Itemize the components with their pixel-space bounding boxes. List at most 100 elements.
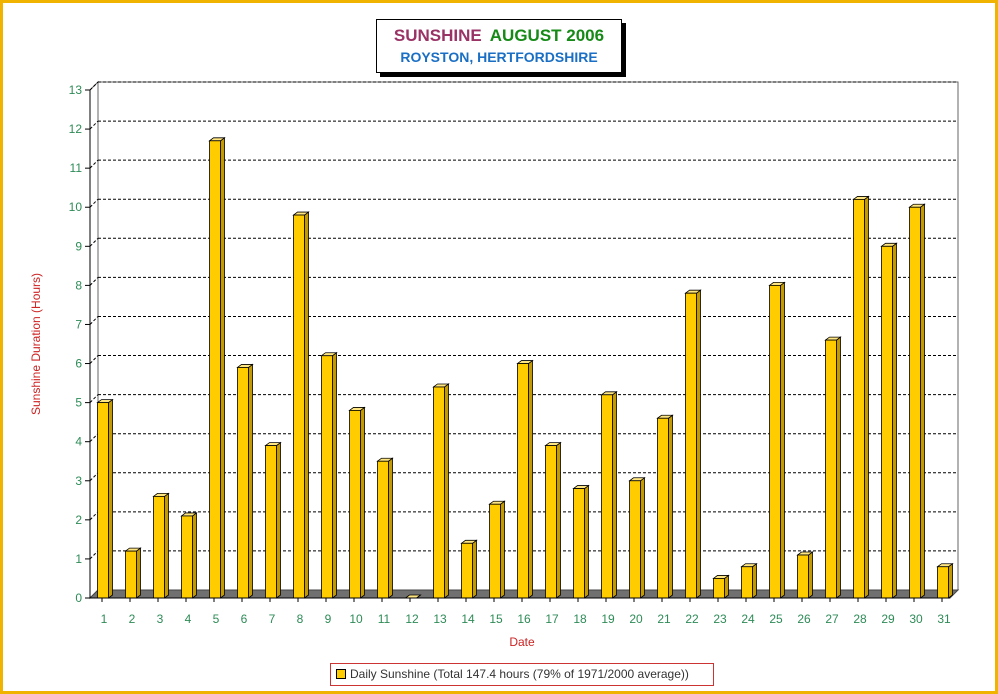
bar-side xyxy=(612,390,617,599)
bar-front xyxy=(685,292,697,599)
bar-day-31 xyxy=(936,562,954,599)
bar-day-7 xyxy=(264,441,282,599)
bar-day-30 xyxy=(908,203,926,599)
bar-day-28 xyxy=(852,195,870,599)
y-tick-label: 9 xyxy=(75,239,82,253)
bar-front xyxy=(769,284,781,599)
bar-side xyxy=(752,562,757,599)
bar-side xyxy=(724,574,729,599)
bar-side xyxy=(808,551,813,599)
x-tick-label: 13 xyxy=(433,612,447,626)
chart-title-sunshine: SUNSHINE xyxy=(393,26,482,45)
bar-front xyxy=(97,402,109,599)
bar-front xyxy=(545,445,557,599)
x-tick-label: 12 xyxy=(405,612,419,626)
bar-side xyxy=(864,195,869,599)
bar-side xyxy=(584,484,589,599)
gridline-side xyxy=(89,511,99,521)
bar-front xyxy=(153,495,165,599)
bar-front xyxy=(937,566,949,599)
y-tick-label: 7 xyxy=(75,317,82,331)
gridline-side xyxy=(89,198,99,208)
x-tick-label: 14 xyxy=(461,612,475,626)
legend: Daily Sunshine (Total 147.4 hours (79% o… xyxy=(330,663,714,686)
bar-side xyxy=(696,289,701,599)
bar-front xyxy=(433,386,445,599)
x-tick-label: 24 xyxy=(741,612,755,626)
bar-front xyxy=(181,515,193,599)
bar-front xyxy=(629,480,641,599)
bar-front xyxy=(293,214,305,599)
bar-day-3 xyxy=(152,492,170,599)
x-tick-label: 28 xyxy=(853,612,867,626)
y-tick-label: 10 xyxy=(69,200,83,214)
bar-side xyxy=(220,137,225,599)
x-tick-label: 18 xyxy=(573,612,587,626)
bar-front xyxy=(573,488,585,599)
bar-side xyxy=(332,351,337,599)
x-tick-label: 29 xyxy=(881,612,895,626)
legend-label: Daily Sunshine (Total 147.4 hours (79% o… xyxy=(350,667,689,681)
x-axis-label: Date xyxy=(509,635,535,649)
bar-day-14 xyxy=(460,539,478,599)
bar-front xyxy=(881,245,893,599)
bar-front xyxy=(209,140,221,599)
y-tick-label: 6 xyxy=(75,357,82,371)
x-tick-label: 7 xyxy=(269,612,276,626)
bar-side xyxy=(920,203,925,599)
chart-title-box: SUNSHINE AUGUST 2006 ROYSTON, HERTFORDSHI… xyxy=(376,19,622,73)
bar-day-19 xyxy=(600,390,618,599)
gridline-side xyxy=(89,550,99,560)
bar-day-1 xyxy=(96,398,114,599)
bar-front xyxy=(713,578,725,599)
bar-day-21 xyxy=(656,414,674,599)
bar-side xyxy=(556,441,561,599)
bar-day-24 xyxy=(740,562,758,599)
gridline-side xyxy=(89,120,99,130)
bar-day-18 xyxy=(572,484,590,599)
bar-day-11 xyxy=(376,457,394,599)
bar-front xyxy=(825,339,837,599)
gridline-side xyxy=(89,394,99,403)
x-tick-label: 4 xyxy=(185,612,192,626)
bar-front xyxy=(125,550,137,599)
bar-day-16 xyxy=(516,359,534,599)
bar-side xyxy=(248,363,253,599)
bar-front xyxy=(853,199,865,599)
bar-day-13 xyxy=(432,383,450,599)
bar-front xyxy=(517,363,529,599)
x-tick-label: 15 xyxy=(489,612,503,626)
bar-side xyxy=(360,406,365,599)
bar-day-2 xyxy=(124,547,142,599)
x-tick-label: 1 xyxy=(101,612,108,626)
bar-day-9 xyxy=(320,351,338,599)
x-tick-label: 27 xyxy=(825,612,839,626)
bar-side xyxy=(948,562,953,599)
x-tick-label: 23 xyxy=(713,612,727,626)
x-tick-label: 20 xyxy=(629,612,643,626)
y-tick-label: 12 xyxy=(69,122,83,136)
x-tick-label: 17 xyxy=(545,612,559,626)
bar-day-10 xyxy=(348,406,366,599)
bar-day-4 xyxy=(180,512,198,599)
x-tick-label: 2 xyxy=(129,612,136,626)
gridline-side xyxy=(89,316,99,325)
bar-side xyxy=(136,547,141,599)
legend-swatch xyxy=(336,669,346,679)
x-tick-label: 26 xyxy=(797,612,811,626)
x-tick-label: 10 xyxy=(349,612,363,626)
chart-title: SUNSHINE AUGUST 2006 xyxy=(377,26,621,46)
x-tick-label: 16 xyxy=(517,612,531,626)
y-tick-label: 0 xyxy=(75,591,82,605)
bar-day-27 xyxy=(824,336,842,599)
x-tick-label: 3 xyxy=(157,612,164,626)
x-tick-label: 31 xyxy=(937,612,951,626)
bar-side xyxy=(304,211,309,599)
x-axis-ticks: 1 2 3 4 5 6 7 8 9 10 11 12 13 14 15 16 17 18 19 20 21 22 23 24 2… xyxy=(90,597,951,626)
bar-day-8 xyxy=(292,211,310,599)
bar-front xyxy=(601,394,613,599)
bar-day-23 xyxy=(712,574,730,599)
bar-front xyxy=(797,554,809,599)
